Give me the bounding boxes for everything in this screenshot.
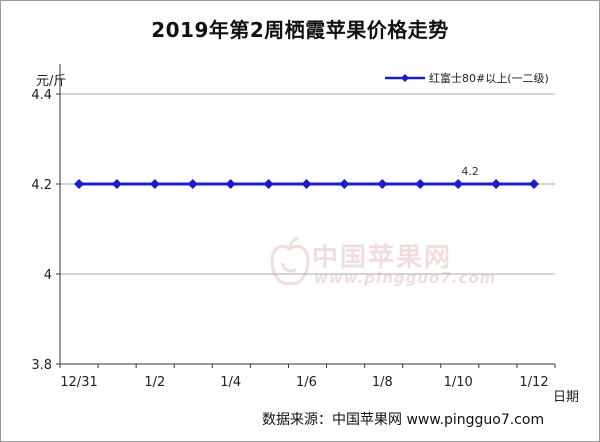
x-tick-label: 1/4 — [220, 375, 241, 390]
x-tick-label: 1/6 — [296, 375, 317, 390]
y-tick-label: 3.8 — [31, 358, 52, 373]
data-point — [263, 179, 274, 189]
x-tick-label: 1/2 — [144, 375, 165, 390]
chart-title: 2019年第2周栖霞苹果价格走势 — [151, 18, 449, 42]
data-point — [377, 179, 388, 189]
watermark-title: 中国苹果网 — [312, 243, 453, 273]
data-point — [491, 179, 502, 189]
x-tick-label: 12/31 — [60, 375, 97, 390]
data-point — [301, 179, 312, 189]
data-point — [453, 179, 464, 189]
apple-logo-icon — [270, 236, 310, 286]
x-tick-label: 1/10 — [444, 375, 473, 390]
x-axis-label: 日期 — [553, 390, 580, 405]
y-axis-label: 元/斤 — [36, 74, 67, 89]
y-tick-label: 4 — [44, 268, 52, 283]
data-point — [187, 179, 198, 189]
x-tick-label: 1/12 — [519, 375, 548, 390]
data-point — [415, 179, 426, 189]
data-point — [225, 179, 236, 189]
data-source: 数据来源：中国苹果网 www.pingguo7.com — [262, 412, 545, 428]
data-label: 4.2 — [461, 165, 479, 178]
data-point — [149, 179, 160, 189]
y-tick-label: 4.2 — [31, 178, 52, 193]
x-tick-label: 1/8 — [372, 375, 393, 390]
data-point — [339, 179, 350, 189]
y-tick-label: 4.4 — [31, 88, 52, 103]
data-point — [111, 179, 122, 189]
legend: 红富士80#以上(一二级) — [385, 70, 549, 86]
data-point — [529, 179, 539, 189]
legend-swatch — [385, 73, 425, 83]
legend-label: 红富士80#以上(一二级) — [429, 72, 549, 85]
data-point — [74, 179, 84, 189]
